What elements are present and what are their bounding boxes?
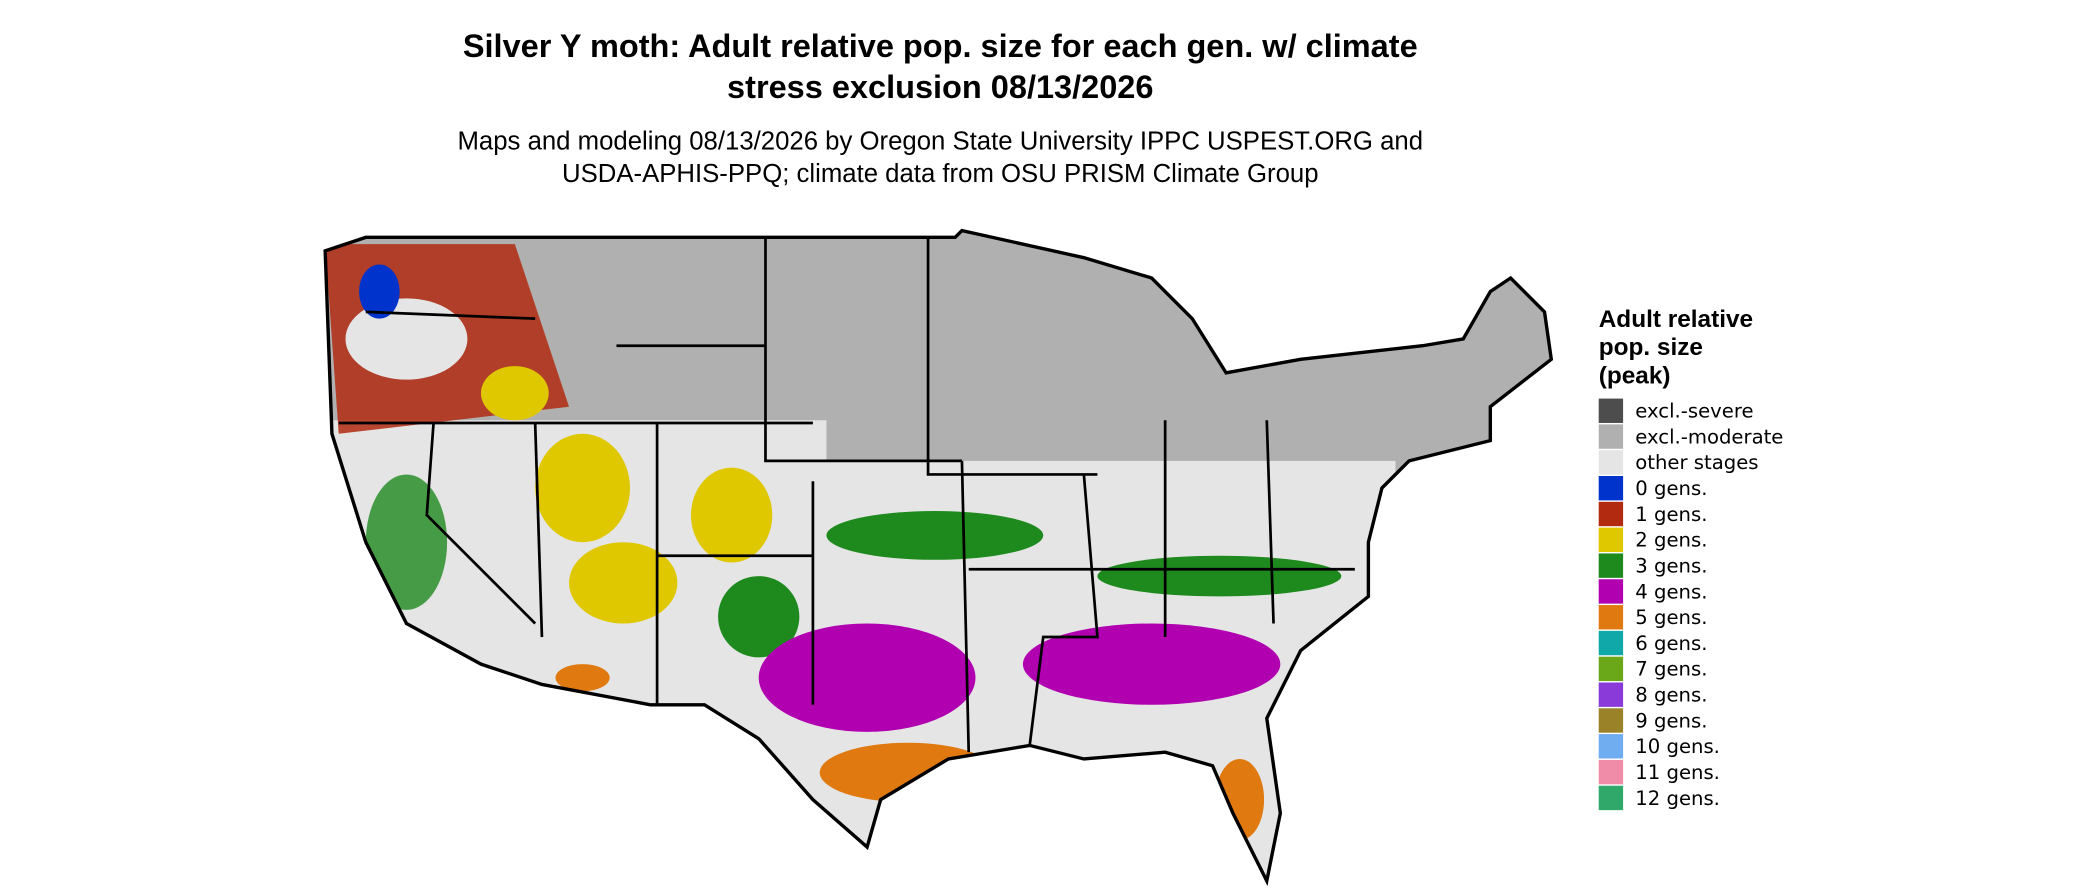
subtitle-line: Maps and modeling 08/13/2026 by Oregon S…: [457, 127, 1423, 155]
legend-swatch: [1598, 450, 1624, 475]
legend-label: 0 gens.: [1635, 477, 1707, 500]
legend-swatch: [1598, 605, 1624, 630]
legend-label: 9 gens.: [1635, 709, 1707, 732]
legend-label: 4 gens.: [1635, 580, 1707, 603]
legend-swatch: [1598, 682, 1624, 707]
legend-label: 11 gens.: [1635, 761, 1720, 784]
legend-swatch: [1598, 785, 1624, 811]
us-map: [323, 228, 1553, 883]
legend-swatch: [1598, 630, 1624, 656]
legend-title: Adult relative: [1599, 306, 1753, 333]
legend-swatch: [1598, 708, 1624, 733]
legend-label: 8 gens.: [1635, 684, 1707, 707]
title-line: stress exclusion 08/13/2026: [727, 69, 1153, 105]
legend-label: excl.-severe: [1635, 400, 1753, 423]
subtitle-line: USDA-APHIS-PPQ; climate data from OSU PR…: [562, 160, 1319, 188]
legend-label: 6 gens.: [1635, 632, 1707, 655]
legend-swatch: [1598, 398, 1624, 423]
legend-label: other stages: [1635, 451, 1758, 474]
legend-swatch: [1598, 501, 1624, 527]
legend-swatch: [1598, 476, 1624, 501]
legend-label: excl.-moderate: [1635, 425, 1783, 448]
legend-label: 3 gens.: [1635, 554, 1707, 577]
legend-title: pop. size: [1599, 334, 1703, 361]
legend-swatch: [1598, 579, 1624, 604]
legend-swatch: [1598, 527, 1624, 553]
legend-label: 5 gens.: [1635, 606, 1707, 629]
legend-swatch: [1598, 759, 1624, 785]
legend-swatch: [1598, 424, 1624, 449]
legend-label: 10 gens.: [1635, 735, 1720, 758]
legend-label: 12 gens.: [1635, 787, 1720, 810]
legend: Adult relative pop. size (peak) excl.-se…: [1598, 306, 1783, 811]
legend-swatch: [1598, 656, 1624, 682]
legend-label: 1 gens.: [1635, 503, 1707, 526]
legend-title: (peak): [1599, 363, 1671, 390]
legend-label: 2 gens.: [1635, 529, 1707, 552]
legend-label: 7 gens.: [1635, 658, 1707, 681]
title-line: Silver Y moth: Adult relative pop. size …: [463, 28, 1418, 64]
legend-swatch: [1598, 734, 1624, 759]
legend-swatch: [1598, 553, 1624, 578]
